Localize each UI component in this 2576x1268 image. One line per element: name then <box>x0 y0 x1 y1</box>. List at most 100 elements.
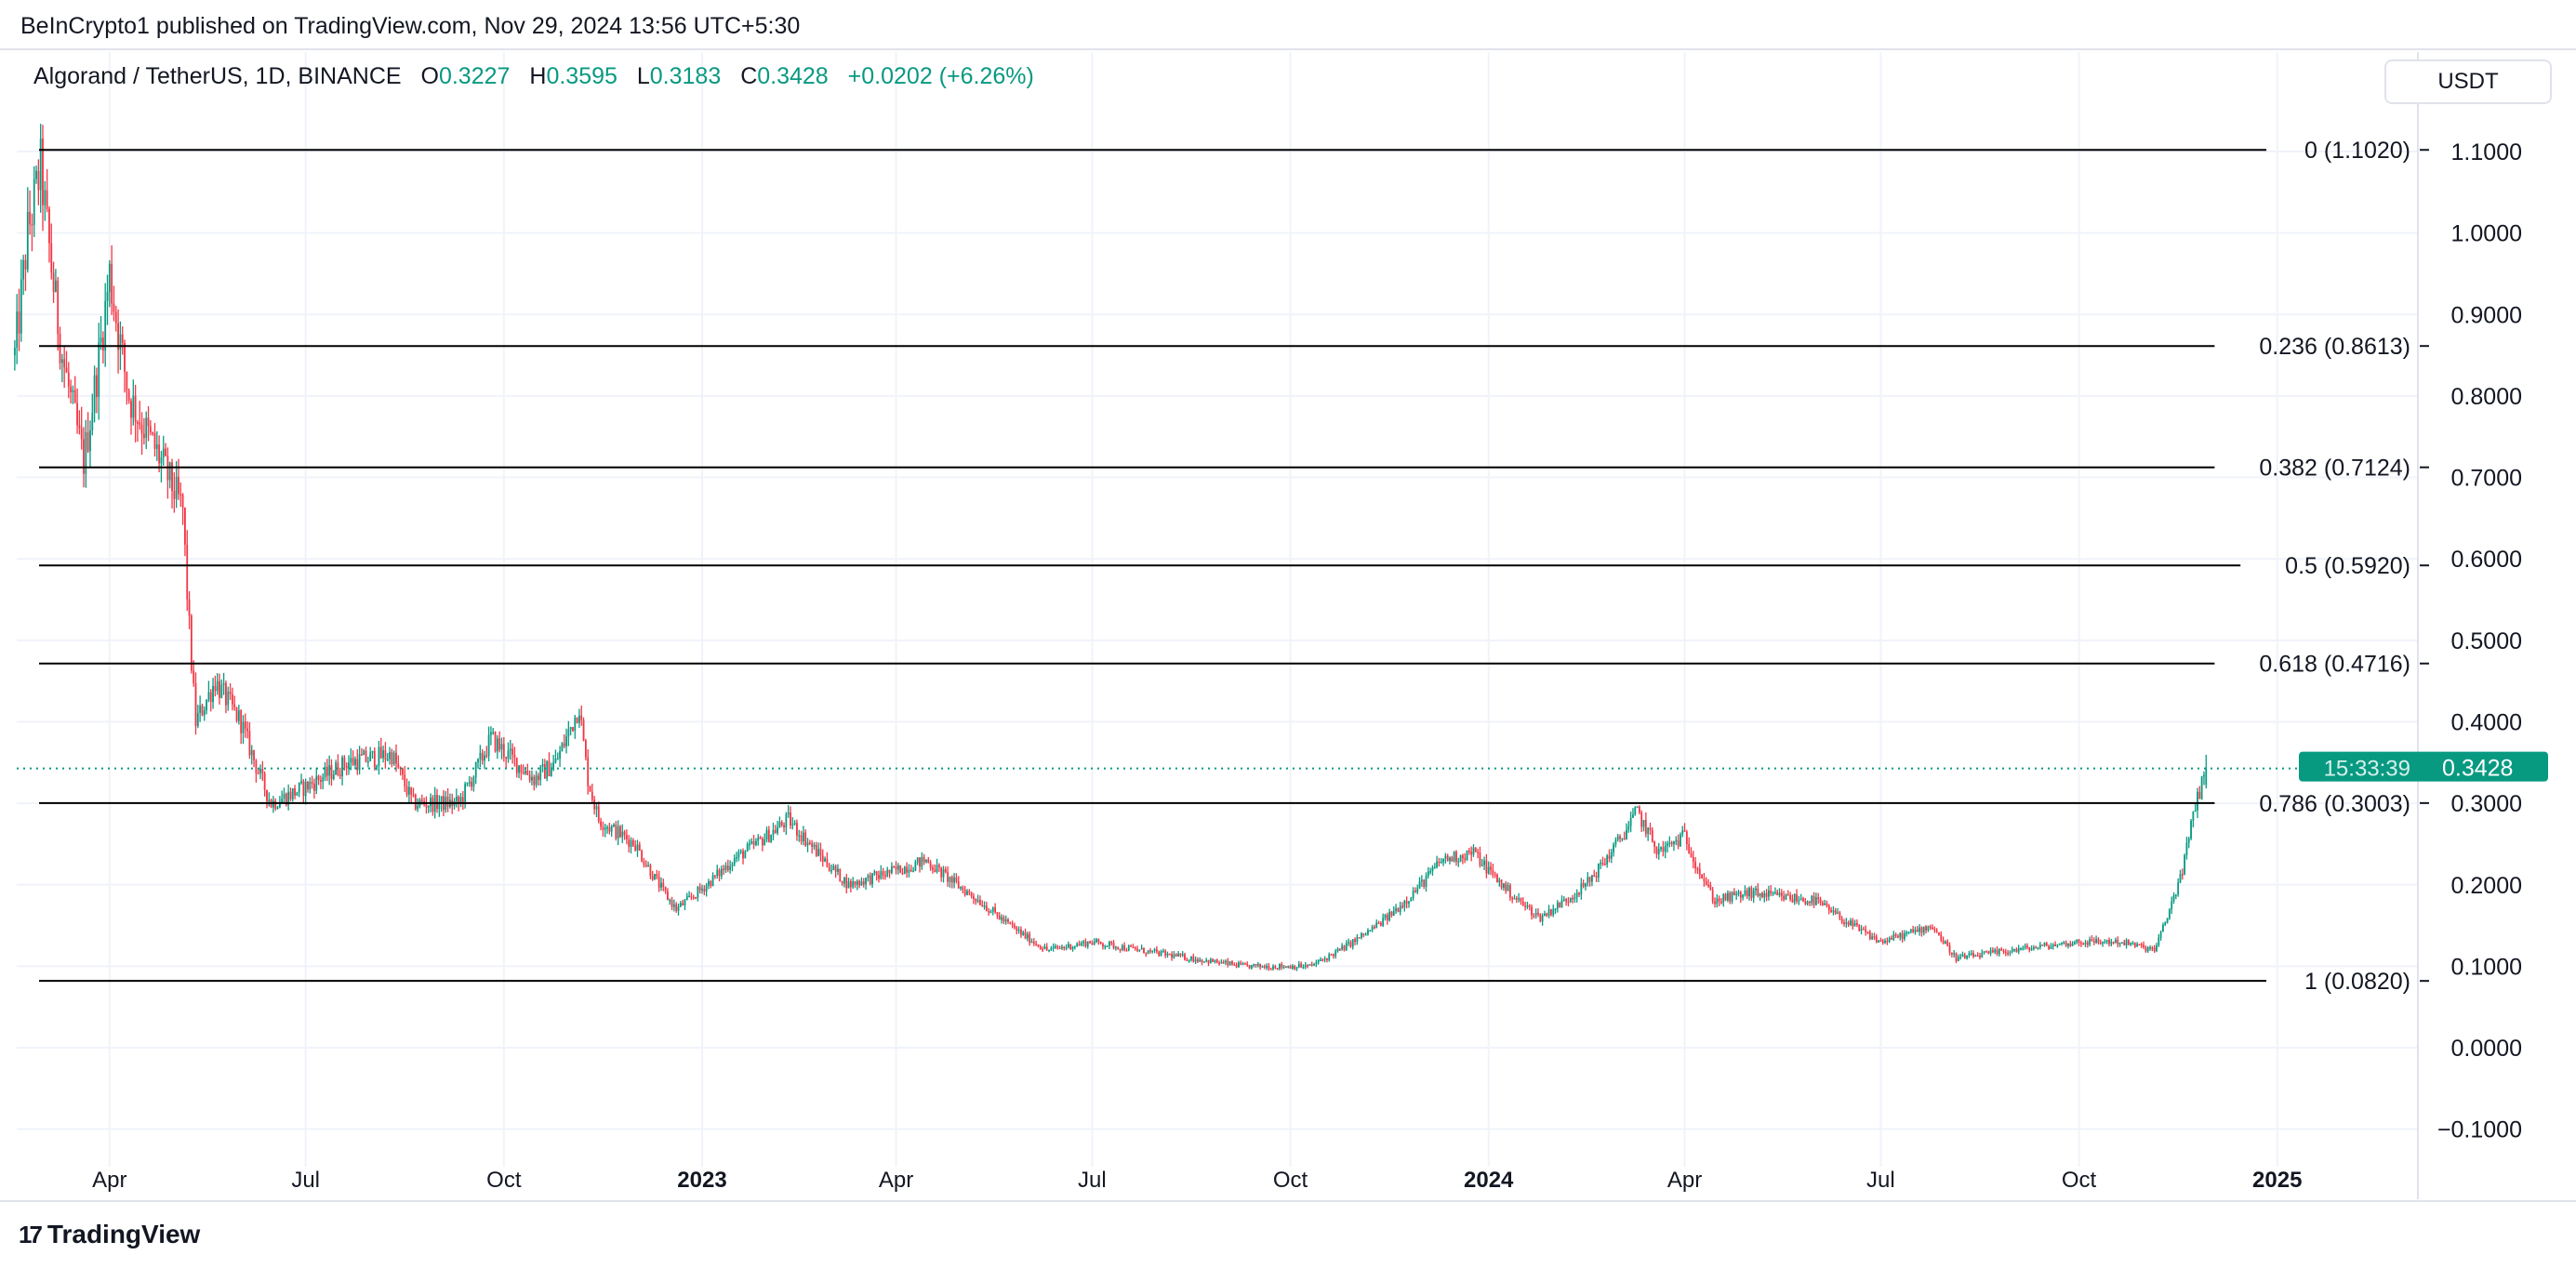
candle-down <box>2007 949 2010 957</box>
candle-body <box>1886 940 1889 943</box>
candle-up <box>2205 754 2208 789</box>
candle-body <box>1483 860 1485 865</box>
candle-body <box>455 796 458 801</box>
candle-down <box>1950 952 1953 958</box>
candle-body <box>1554 908 1557 910</box>
candle-up <box>550 762 552 777</box>
candle-down <box>339 767 341 780</box>
candle-down <box>1916 925 1919 932</box>
candle-up <box>1666 840 1668 853</box>
candle-up <box>764 833 766 846</box>
candle-up <box>1945 940 1946 944</box>
candle-up <box>1449 856 1451 865</box>
candle-body <box>505 757 508 759</box>
candle-down <box>662 878 665 892</box>
candle-body <box>757 837 760 841</box>
candle-down <box>957 876 960 890</box>
candle-body <box>1765 892 1768 897</box>
candle-body <box>46 190 48 209</box>
candle-down <box>929 860 932 871</box>
candle-body <box>363 750 365 756</box>
candle-down <box>2127 939 2130 945</box>
candle-body <box>772 829 775 836</box>
candle-body <box>214 685 217 692</box>
candle-up <box>1444 852 1447 864</box>
candle-down <box>471 776 472 791</box>
candle-body <box>1957 957 1959 961</box>
candle-body <box>860 881 863 886</box>
candle-body <box>1521 901 1524 906</box>
candle-up <box>1205 958 1208 963</box>
candle-down <box>682 899 684 906</box>
candle-body <box>828 865 830 871</box>
candle-up <box>1981 949 1984 958</box>
candle-up <box>484 750 485 770</box>
candle-up <box>1071 945 1074 952</box>
candle-body <box>1809 901 1811 904</box>
candle-up <box>1431 865 1434 876</box>
currency-button[interactable]: USDT <box>2384 59 2552 104</box>
candle-down <box>576 717 578 724</box>
candle-body <box>1304 965 1307 968</box>
candle-up <box>507 742 510 763</box>
candle-body <box>538 775 539 781</box>
candle-up <box>1287 965 1290 969</box>
candle-body <box>2091 939 2093 941</box>
candle-body <box>1042 948 1043 951</box>
candle-down <box>1698 863 1701 879</box>
candle-up <box>1320 957 1321 961</box>
candle-body <box>2065 942 2067 946</box>
candle-body <box>1029 933 1031 944</box>
candle-up <box>1680 832 1681 848</box>
candle-up <box>1587 872 1589 887</box>
candle-up <box>2033 944 2035 951</box>
candle-body <box>634 845 637 852</box>
candle-down <box>184 507 186 557</box>
candle-up <box>621 824 624 843</box>
candle-down <box>1608 849 1611 863</box>
candle-down <box>1649 822 1652 836</box>
candle-body <box>1580 883 1583 895</box>
candle-body <box>168 462 171 481</box>
candle-down <box>1733 888 1735 896</box>
candle-body <box>108 263 111 293</box>
candle-down <box>1285 966 1287 969</box>
candle-body <box>2197 791 2198 811</box>
candle-body <box>692 896 695 899</box>
candle-body <box>2136 944 2139 947</box>
candle-down <box>815 841 817 857</box>
candle-up <box>1878 940 1879 944</box>
candle-body <box>2108 940 2110 944</box>
tradingview-brand[interactable]: 17 TradingView <box>19 1220 200 1249</box>
candle-body <box>703 888 706 892</box>
candle-down <box>2099 939 2102 945</box>
candle-down <box>975 898 977 905</box>
candle-body <box>919 857 921 867</box>
candle-body <box>988 911 990 913</box>
candle-down <box>1897 933 1899 939</box>
candle-up <box>250 745 253 765</box>
candle-body <box>927 859 930 863</box>
candle-body <box>139 422 141 425</box>
candle-body <box>623 831 626 836</box>
candle-body <box>1202 961 1205 963</box>
candle-body <box>22 259 25 280</box>
candle-body <box>1285 966 1287 969</box>
candle-body <box>1983 951 1985 953</box>
candle-body <box>1086 941 1089 947</box>
fib-level: 0.5 (0.5920) <box>39 553 2429 579</box>
candle-body <box>1099 942 1102 944</box>
candle-body <box>852 880 855 888</box>
candle-down <box>849 878 852 892</box>
candle-body <box>1552 909 1555 916</box>
candle-down <box>1987 950 1990 955</box>
candle-up <box>705 882 708 897</box>
candle-body <box>60 359 63 363</box>
candle-up <box>1375 919 1378 929</box>
candle-body <box>1114 946 1117 949</box>
candle-body <box>1843 922 1845 924</box>
candle-up <box>1914 926 1917 935</box>
candle-body <box>1067 944 1069 948</box>
candle-body <box>1897 935 1899 938</box>
